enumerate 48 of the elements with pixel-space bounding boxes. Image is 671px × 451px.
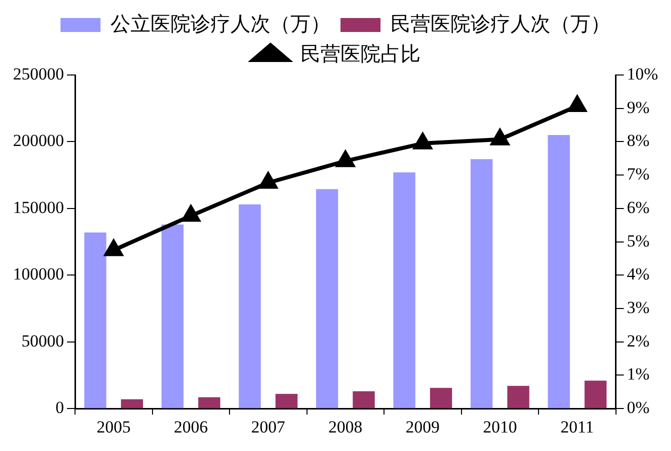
x-tick-label: 2007 bbox=[251, 417, 286, 436]
bar bbox=[548, 135, 570, 408]
bar bbox=[275, 394, 298, 408]
point bbox=[336, 151, 354, 168]
x-tick-label: 2008 bbox=[328, 417, 362, 436]
y-tick-label: 250000 bbox=[13, 64, 64, 84]
legend-label: 民营医院诊疗人次（万） bbox=[390, 13, 610, 36]
y2-tick-label: 6% bbox=[626, 198, 650, 217]
bar bbox=[120, 399, 143, 408]
bar bbox=[507, 386, 530, 408]
x-tick-label: 2006 bbox=[174, 417, 208, 436]
y2-tick-label: 4% bbox=[626, 264, 650, 284]
y-tick-label: 0 bbox=[56, 398, 64, 418]
y2-tick-label: 10% bbox=[626, 64, 658, 84]
y2-tick-label: 7% bbox=[626, 164, 650, 184]
bar bbox=[316, 189, 338, 408]
y2-tick-label: 0% bbox=[626, 398, 650, 418]
point bbox=[491, 129, 509, 146]
point bbox=[414, 133, 432, 150]
x-tick-label: 2011 bbox=[560, 417, 594, 436]
bar bbox=[430, 388, 452, 408]
y-tick-label: 100000 bbox=[13, 264, 64, 284]
y2-tick-label: 9% bbox=[626, 98, 650, 117]
bar bbox=[198, 397, 220, 408]
y-tick-label: 150000 bbox=[13, 198, 64, 217]
y2-tick-label: 3% bbox=[626, 298, 650, 317]
legend-label: 民营医院占比 bbox=[300, 43, 420, 66]
y-tick-label: 50000 bbox=[22, 331, 64, 350]
bar bbox=[162, 224, 184, 408]
bar bbox=[393, 172, 416, 408]
bar bbox=[238, 204, 261, 408]
y2-tick-label: 8% bbox=[626, 131, 650, 150]
y2-tick-label: 1% bbox=[626, 364, 650, 384]
y-tick-label: 200000 bbox=[13, 131, 64, 150]
x-tick-label: 2005 bbox=[96, 417, 131, 436]
bar bbox=[352, 391, 375, 408]
y2-tick-label: 2% bbox=[626, 331, 650, 350]
bar bbox=[84, 232, 106, 408]
point bbox=[104, 240, 123, 256]
point bbox=[182, 206, 200, 222]
point bbox=[259, 172, 278, 189]
point bbox=[568, 96, 586, 112]
x-tick-label: 2010 bbox=[482, 417, 517, 436]
bar bbox=[584, 380, 607, 408]
y2-tick-label: 5% bbox=[626, 231, 650, 250]
bar bbox=[470, 159, 493, 408]
x-tick-label: 2009 bbox=[406, 417, 440, 436]
legend-label: 公立医院诊疗人次（万） bbox=[110, 13, 330, 36]
